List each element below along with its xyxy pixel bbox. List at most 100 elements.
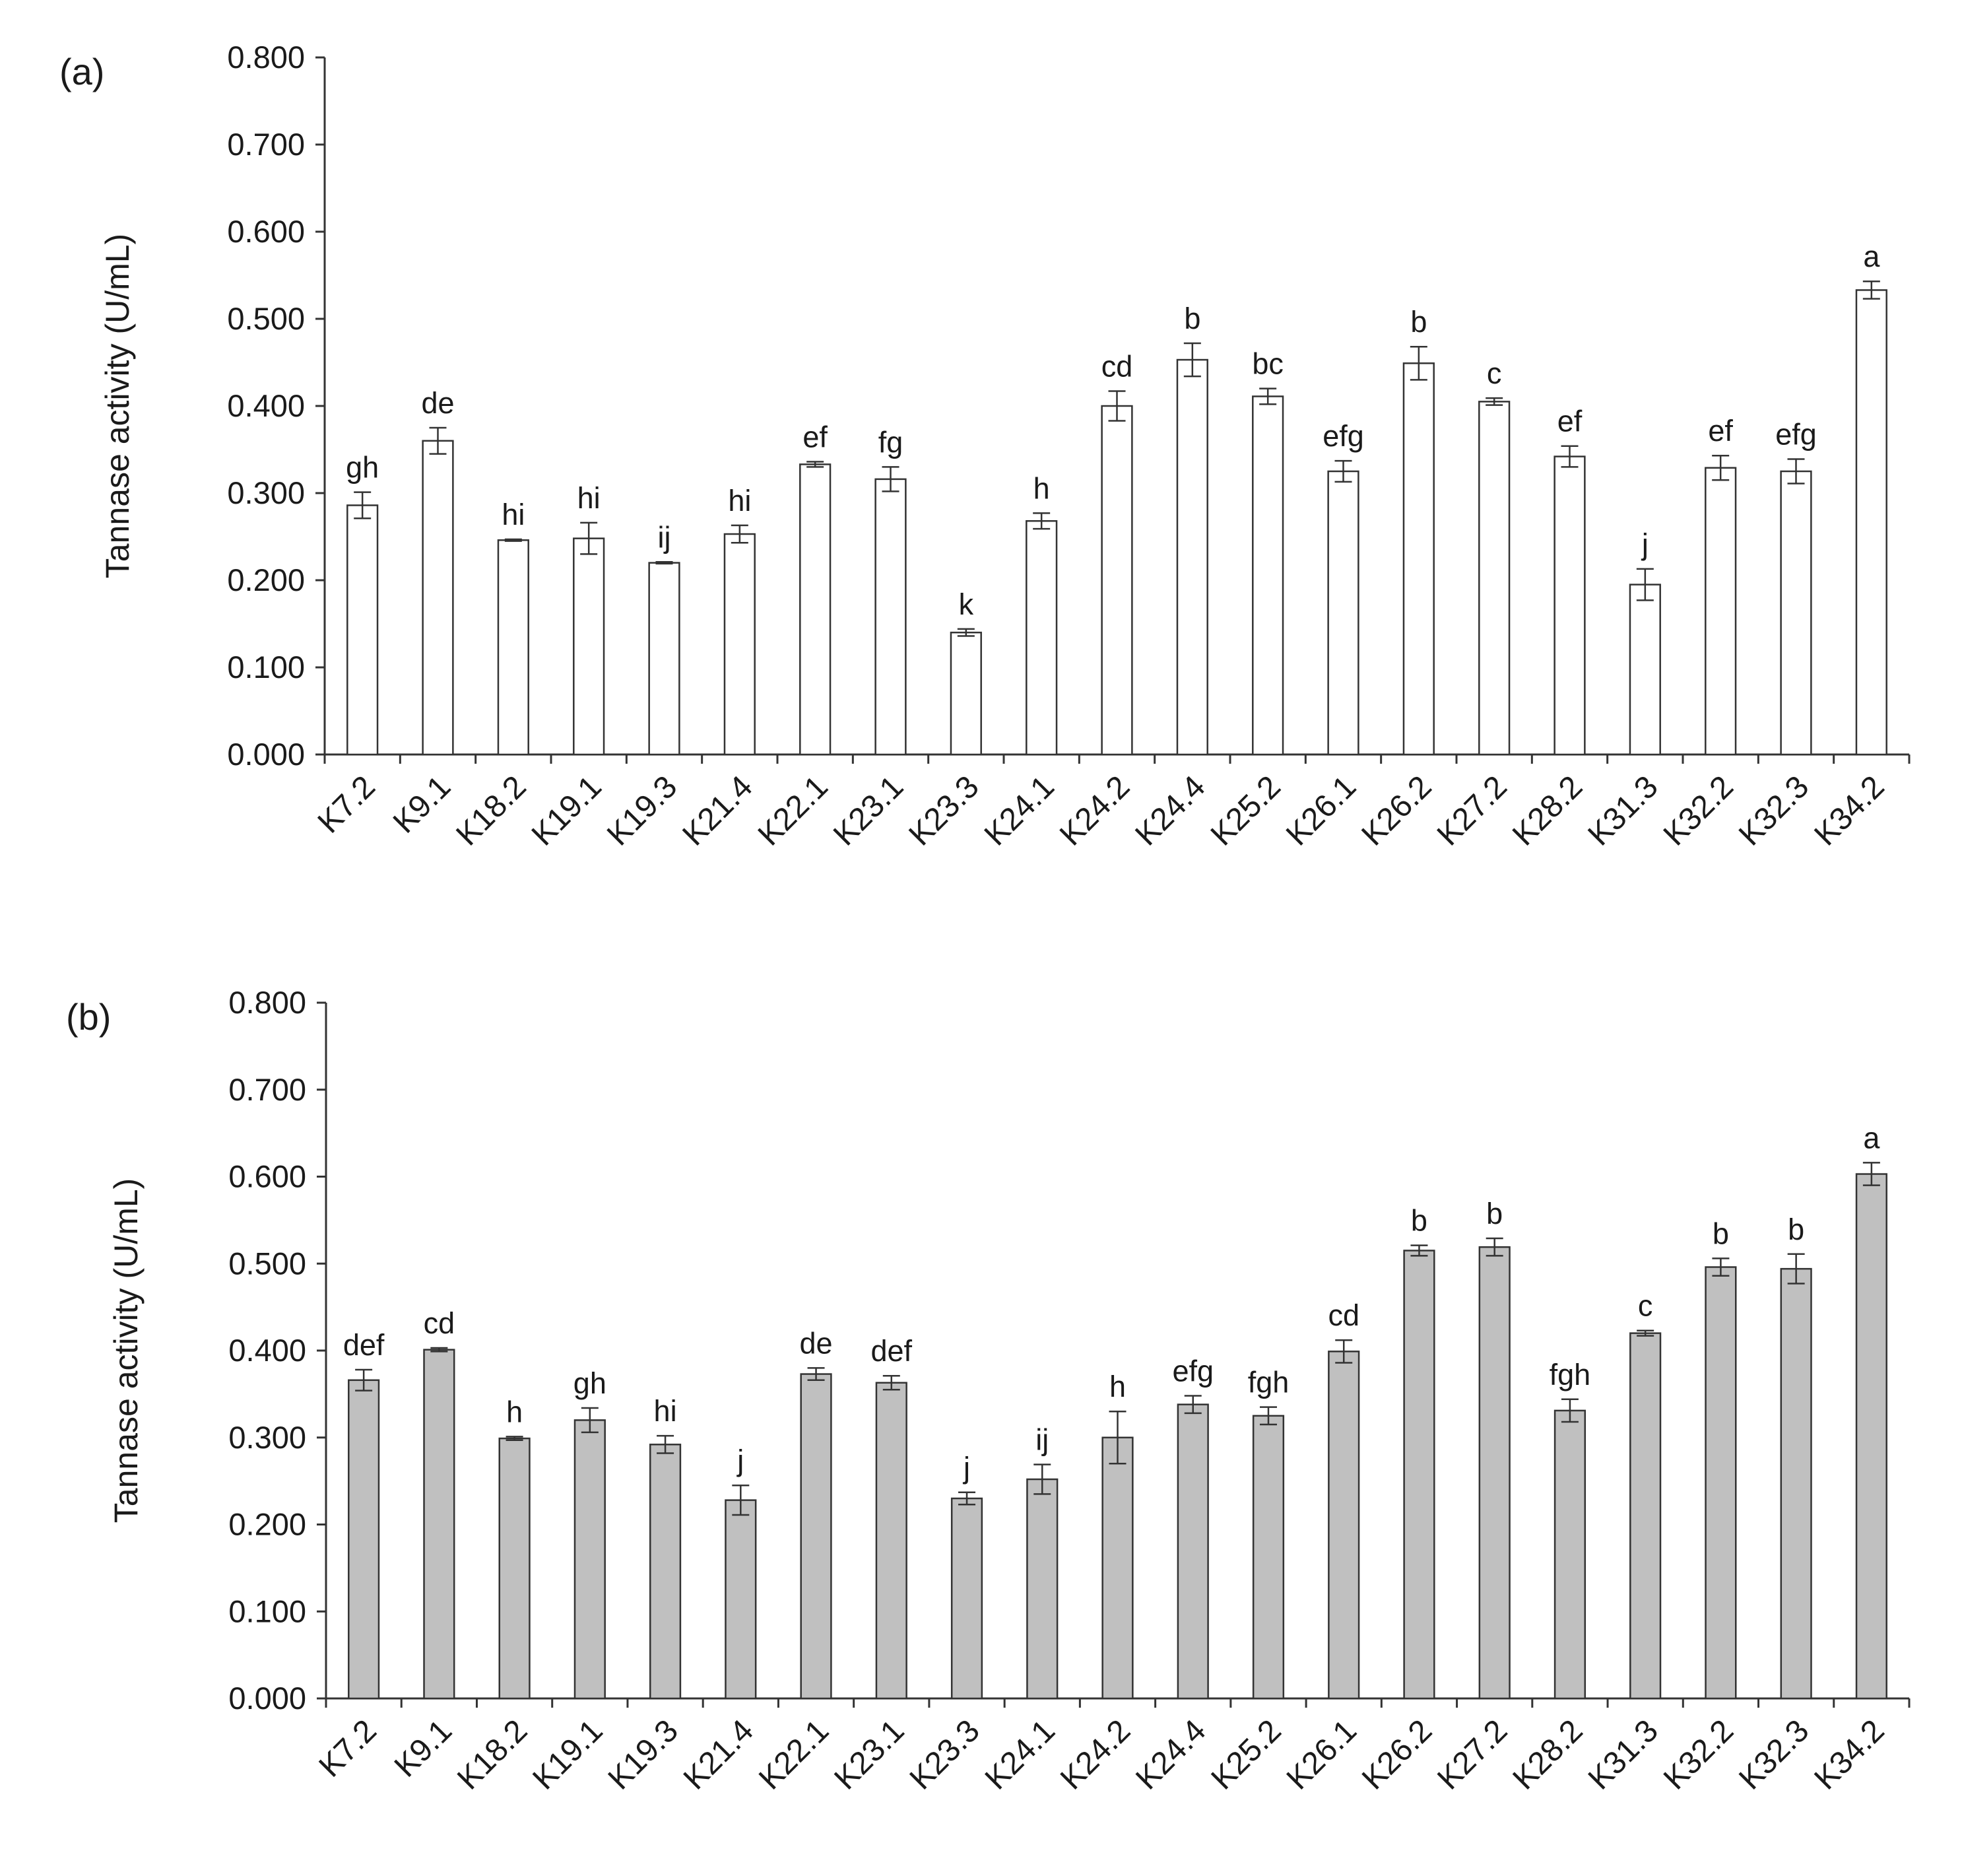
panel-b: (b) Tannase activity (U/mL) 0.000 0.100 0.20… <box>66 985 1911 1796</box>
category-label: K24.1 <box>978 769 1061 852</box>
category-label: K19.3 <box>602 1713 685 1796</box>
significance-letter: hi <box>654 1394 677 1428</box>
significance-letter: de <box>421 386 454 420</box>
category-label: K7.2 <box>311 769 382 840</box>
significance-letter: ef <box>1557 405 1583 438</box>
category-label: K7.2 <box>313 1713 383 1784</box>
significance-letter: def <box>871 1334 913 1368</box>
significance-letter: cd <box>1101 350 1133 384</box>
significance-letter: cd <box>424 1306 455 1340</box>
category-label: K31.3 <box>1581 769 1664 852</box>
panel-a: (a) Tannase activity (U/mL) 0.000 0.100 0.20… <box>59 40 1911 852</box>
bar <box>1402 362 1435 756</box>
significance-letter: h <box>506 1395 523 1428</box>
bar <box>800 1373 832 1700</box>
panel-label: (a) <box>59 51 104 92</box>
bar <box>1553 455 1586 756</box>
y-tick-label: 0.800 <box>228 985 306 1020</box>
y-tick-label: 0.000 <box>228 1681 306 1716</box>
significance-letter: b <box>1184 302 1200 335</box>
significance-letter: def <box>343 1328 385 1362</box>
bar <box>874 478 907 756</box>
category-label: K27.2 <box>1431 769 1514 852</box>
y-tick-label: 0.300 <box>228 1420 306 1455</box>
significance-letter: c <box>1487 356 1502 390</box>
category-label: K34.2 <box>1808 769 1891 852</box>
y-tick-label: 0.100 <box>227 650 305 685</box>
significance-letter: j <box>736 1444 744 1477</box>
y-tick-label: 0.300 <box>227 475 305 510</box>
bar <box>1629 584 1661 756</box>
bar <box>1328 1351 1360 1700</box>
bar <box>1026 1478 1059 1700</box>
y-tick-label: 0.200 <box>228 1507 306 1542</box>
bar <box>497 539 529 756</box>
category-label: K24.2 <box>1053 769 1136 852</box>
bar <box>1177 1403 1209 1700</box>
significance-letter: ij <box>658 520 671 554</box>
significance-letter: efg <box>1775 418 1817 452</box>
bar <box>1252 1415 1285 1700</box>
significance-letter: k <box>959 587 974 621</box>
y-tick-label: 0.700 <box>227 127 305 162</box>
category-label: K32.3 <box>1732 1713 1815 1796</box>
bar <box>1403 1250 1435 1700</box>
bar <box>1705 1266 1737 1700</box>
category-label: K19.3 <box>601 769 684 852</box>
bar <box>1101 1436 1134 1700</box>
bar <box>725 1499 757 1700</box>
significance-letter: bc <box>1252 347 1284 381</box>
category-label: K21.4 <box>676 769 759 852</box>
significance-letter: h <box>1109 1370 1126 1403</box>
y-tick-label: 0.800 <box>227 40 305 75</box>
significance-letter: a <box>1863 1121 1880 1155</box>
bar <box>573 537 605 756</box>
significance-letter: de <box>800 1326 833 1360</box>
category-label: K27.2 <box>1431 1713 1514 1796</box>
bar <box>1478 1246 1511 1700</box>
category-label: K25.2 <box>1204 769 1288 852</box>
category-label: K26.1 <box>1280 769 1363 852</box>
bar <box>1252 395 1284 756</box>
significance-letter: hi <box>577 481 601 515</box>
significance-letter: ef <box>802 420 828 453</box>
bar <box>1176 358 1208 756</box>
significance-letter: fg <box>878 425 903 459</box>
bar <box>1855 289 1887 756</box>
y-tick-label: 0.000 <box>227 737 305 772</box>
bar <box>1553 1409 1586 1700</box>
y-tick-label: 0.500 <box>228 1246 306 1281</box>
bar <box>1780 1267 1812 1700</box>
category-label: K26.2 <box>1356 1713 1439 1796</box>
bar <box>799 463 832 756</box>
significance-letter: b <box>1411 1204 1427 1238</box>
significance-letter: ef <box>1708 414 1733 448</box>
significance-letter: h <box>1033 471 1050 505</box>
significance-letter: fgh <box>1248 1366 1290 1399</box>
bar <box>648 562 680 756</box>
bar <box>1101 405 1133 756</box>
bar <box>1780 470 1812 756</box>
y-tick-label: 0.100 <box>228 1593 306 1628</box>
significance-letter: j <box>1641 527 1649 561</box>
y-axis-title: Tannase activity (U/mL) <box>108 1178 145 1523</box>
significance-letter: b <box>1788 1213 1804 1246</box>
category-label: K18.2 <box>451 1713 534 1796</box>
category-label: K32.3 <box>1732 769 1815 852</box>
category-label: K23.3 <box>903 1713 987 1796</box>
significance-letter: gh <box>573 1366 606 1400</box>
bar <box>422 440 454 756</box>
y-tick-label: 0.600 <box>228 1159 306 1194</box>
bar <box>649 1444 682 1700</box>
significance-letter: hi <box>502 498 525 531</box>
category-label: K25.2 <box>1205 1713 1288 1796</box>
significance-letter: b <box>1410 305 1427 339</box>
y-tick-label: 0.600 <box>227 214 305 249</box>
category-label: K32.2 <box>1657 769 1740 852</box>
bar <box>950 631 982 756</box>
bar <box>1026 519 1058 756</box>
significance-letter: ij <box>1035 1423 1049 1457</box>
bar <box>875 1382 907 1700</box>
bar <box>1705 467 1737 756</box>
